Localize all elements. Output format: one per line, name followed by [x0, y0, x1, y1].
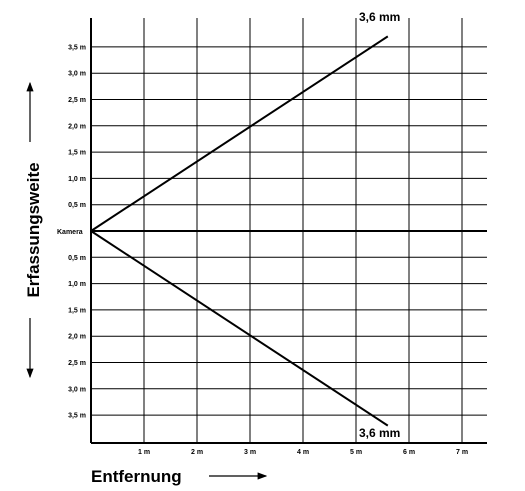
y-tick-label: 2,5 m: [68, 97, 86, 104]
horizontal-grid-lines: [91, 46, 487, 416]
x-tick-label: 3 m: [244, 449, 256, 456]
y-tick-label: 2,0 m: [68, 334, 86, 341]
y-tick-label: 1,5 m: [68, 150, 86, 157]
y-tick-label: 3,5 m: [68, 44, 86, 51]
x-tick-label: 5 m: [350, 449, 362, 456]
coverage-lower-edge: [90, 230, 389, 427]
x-tick-label: 7 m: [456, 449, 468, 456]
lens-label-lower: 3,6 mm: [359, 426, 400, 440]
x-tick-label: 4 m: [297, 449, 309, 456]
x-axis-title: Entfernung: [91, 467, 182, 486]
y-tick-label: 3,0 m: [68, 386, 86, 393]
x-tick-label: 2 m: [191, 449, 203, 456]
x-tick-labels: 1 m 2 m 3 m 4 m 5 m 6 m 7 m: [138, 449, 468, 456]
y-tick-labels: 3,5 m 3,0 m 2,5 m 2,0 m 1,5 m 1,0 m 0,5 m 0,5 m…: [68, 44, 86, 419]
y-tick-label: 0,5 m: [68, 202, 86, 209]
y-tick-label: 1,0 m: [68, 176, 86, 183]
y-tick-label: 1,5 m: [68, 307, 86, 314]
y-tick-label: 3,0 m: [68, 71, 86, 78]
coverage-upper-edge: [90, 35, 389, 232]
x-tick-label: 6 m: [403, 449, 415, 456]
y-tick-label: 2,5 m: [68, 360, 86, 367]
y-tick-label: 3,5 m: [68, 413, 86, 420]
x-tick-label: 1 m: [138, 449, 150, 456]
lens-label-upper: 3,6 mm: [359, 10, 400, 24]
y-axis-title: Erfassungsweite: [24, 162, 43, 297]
y-tick-label: 0,5 m: [68, 255, 86, 262]
camera-label: Kamera: [57, 229, 83, 236]
y-tick-label: 2,0 m: [68, 123, 86, 130]
y-tick-label: 1,0 m: [68, 281, 86, 288]
